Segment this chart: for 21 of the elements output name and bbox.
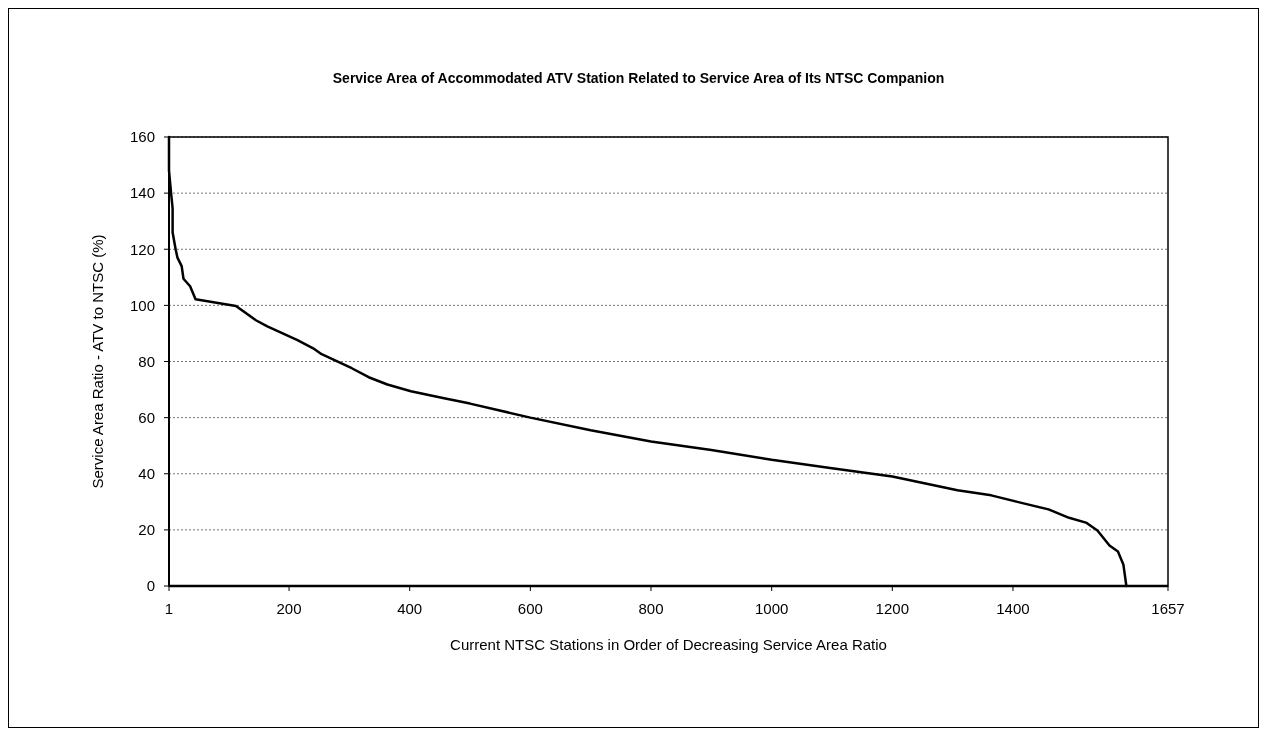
y-tick-label: 0 <box>146 577 155 595</box>
x-tick-label: 1400 <box>996 600 1030 617</box>
x-tick-label: 1200 <box>875 600 909 617</box>
x-tick-label: 200 <box>276 600 302 617</box>
x-axis-title: Current NTSC Stations in Order of Decreasing Service Area Ratio <box>450 636 887 653</box>
x-tick-label: 1 <box>164 600 174 617</box>
x-tick-label: 1657 <box>1151 600 1185 617</box>
x-tick-label: 600 <box>517 600 543 617</box>
y-tick-label: 20 <box>138 521 155 539</box>
chart-title: Service Area of Accommodated ATV Station Related to Service Area of Its NTSC Companion <box>332 70 945 86</box>
y-tick-label: 60 <box>138 408 155 426</box>
x-tick-label: 1000 <box>754 600 789 617</box>
y-tick-label: 120 <box>129 240 155 258</box>
y-axis-title: Service Area Ratio - ATV to NTSC (%) <box>89 234 106 489</box>
y-tick-label: 100 <box>129 296 155 314</box>
y-tick-label: 80 <box>138 352 155 370</box>
x-tick-label: 400 <box>397 600 423 617</box>
y-tick-label: 140 <box>129 184 155 202</box>
y-tick-label: 160 <box>129 128 155 146</box>
y-tick-label: 40 <box>138 465 155 482</box>
x-tick-label: 800 <box>638 600 664 617</box>
